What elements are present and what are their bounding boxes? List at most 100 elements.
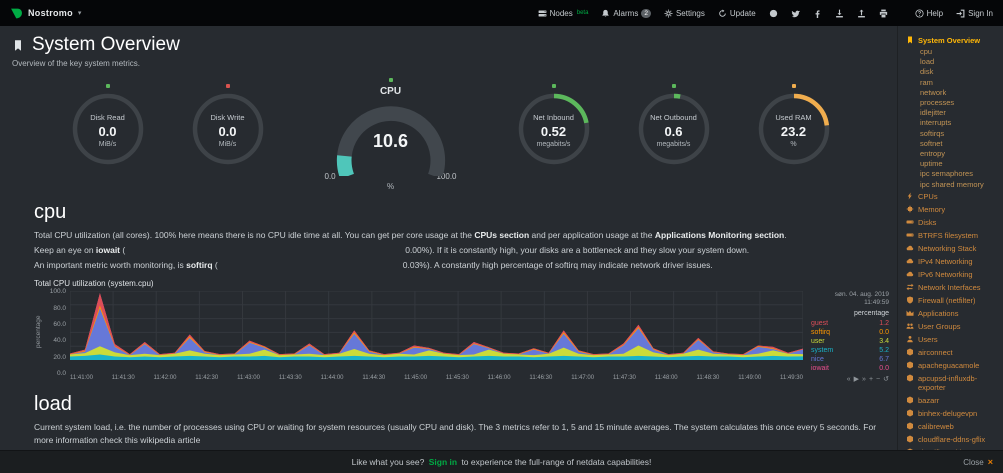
caret-down-icon: ▾ <box>77 10 82 17</box>
header-help-button[interactable]: Help <box>915 9 943 18</box>
sidebar-item-apacheguacamole[interactable]: apacheguacamole <box>906 359 999 372</box>
sidebar-item-calibreweb[interactable]: calibreweb <box>906 420 999 433</box>
chart-title: Total CPU utilization (system.cpu) <box>34 279 154 289</box>
page-subtitle: Overview of the key system metrics. <box>12 59 141 68</box>
plot-area[interactable] <box>70 291 803 361</box>
sidebar-label: apacheguacamole <box>918 360 980 370</box>
sidebar-item-disk[interactable]: disk <box>920 67 934 77</box>
sidebar-item-ipc-shared-memory[interactable]: ipc shared memory <box>920 179 984 189</box>
legend-item-guest[interactable]: guest 1.2 <box>811 319 889 328</box>
sidebar-item-ipv6-networking[interactable]: IPv6 Networking <box>906 268 999 281</box>
seek-backward-icon[interactable]: « <box>846 375 851 383</box>
header-update-button[interactable]: Update <box>718 9 756 18</box>
sidebar-label: CPUs <box>918 191 938 201</box>
gauge-used-ram[interactable]: Used RAM 23.2% <box>752 84 836 166</box>
gauge-disk-read[interactable]: Disk Read 0.0 MiB/s <box>66 84 150 166</box>
header-import-button[interactable] <box>835 9 844 18</box>
x-axis-tick: 11:42:00 <box>153 375 177 382</box>
legend-item-softirq[interactable]: softirq 0.0 <box>811 328 889 337</box>
header-signin-button[interactable]: Sign In <box>956 9 993 18</box>
sidebar-item-load[interactable]: load <box>920 57 935 67</box>
sidebar-item-ram[interactable]: ram <box>920 77 933 87</box>
sidebar-item-ipc-semaphores[interactable]: ipc semaphores <box>920 169 973 179</box>
x-axis-tick: 11:47:30 <box>612 375 636 382</box>
reset-zoom-icon[interactable]: ↺ <box>883 376 889 384</box>
sidebar-label: Memory <box>918 204 946 214</box>
cpu-description-2: Keep an eye on iowait (0.00%). If it is … <box>34 244 889 257</box>
gauge-net-outbound[interactable]: Net Outbound 0.6 megabits/s <box>632 84 716 166</box>
sidebar-item-softirqs[interactable]: softirqs <box>920 128 945 138</box>
gauge-units: MiB/s <box>218 140 237 148</box>
zoom-in-icon[interactable]: + <box>868 375 874 383</box>
x-axis-tick: 11:49:30 <box>780 375 803 382</box>
sidebar-item-network[interactable]: network <box>920 87 947 97</box>
sidebar-item-cpu[interactable]: cpu <box>920 47 933 56</box>
sidebar-item-softnet[interactable]: softnet <box>920 138 943 148</box>
sidebar-item-entropy[interactable]: entropy <box>920 149 946 159</box>
gauge-min: 0.0 <box>324 172 336 181</box>
cube-icon <box>907 435 913 443</box>
sidebar-item-cloudflare-ddns-gflix[interactable]: cloudflare-ddns-gflix <box>906 433 999 446</box>
cube-icon <box>907 396 913 404</box>
sidebar-item-cpus[interactable]: CPUs <box>906 190 999 203</box>
x-axis-tick: 11:46:00 <box>487 375 511 382</box>
bolt-icon <box>907 192 912 200</box>
sidebar-item-airconnect[interactable]: airconnect <box>906 346 999 359</box>
inline-link[interactable]: this wikipedia article <box>124 435 201 445</box>
header-help-label: Help <box>926 8 944 18</box>
header-github-button[interactable] <box>769 9 778 18</box>
legend-item-nice[interactable]: nice 6.7 <box>811 355 889 364</box>
header-print-button[interactable] <box>879 9 888 18</box>
cube-icon <box>907 348 913 356</box>
legend-item-iowait[interactable]: iowait 0.0 <box>811 364 889 373</box>
header-export-button[interactable] <box>857 9 866 18</box>
sidebar-item-btrfs-filesystem[interactable]: BTRFS filesystem <box>906 229 999 242</box>
seek-forward-icon[interactable]: » <box>862 375 866 383</box>
sidebar-item-disks[interactable]: Disks <box>906 216 999 229</box>
sidebar-item-apcupsd-influxdb-exporter[interactable]: apcupsd-influxdb-exporter <box>906 372 999 394</box>
close-icon: × <box>987 457 993 467</box>
gauge-net-inbound[interactable]: Net Inbound 0.52 megabits/s <box>512 84 596 166</box>
header-settings-label: Settings <box>675 8 705 18</box>
download-icon <box>835 9 843 17</box>
y-axis-tick: 60.0 <box>53 321 66 329</box>
header-facebook-button[interactable] <box>813 9 822 18</box>
sidebar-item-networking-stack[interactable]: Networking Stack <box>906 242 999 255</box>
gauge-disk-write[interactable]: Disk Write 0.0 MiB/s <box>186 84 270 166</box>
legend-item-system[interactable]: system 5.2 <box>811 346 889 355</box>
sidebar-item-binhex-delugevpn[interactable]: binhex-delugevpn <box>906 407 999 420</box>
play-icon[interactable]: ▶ <box>853 376 860 384</box>
gauge-cpu[interactable]: CPU 10.6 0.0 100.0% <box>306 78 476 191</box>
zoom-out-icon[interactable]: − <box>876 375 881 383</box>
sidebar-item-uptime[interactable]: uptime <box>920 159 943 169</box>
sidebar-item-interrupts[interactable]: interrupts <box>920 118 952 128</box>
sidebar-item-users[interactable]: Users <box>906 333 999 346</box>
sidebar-item-idlejitter[interactable]: idlejitter <box>920 108 946 118</box>
sidebar-item-memory[interactable]: Memory <box>906 203 999 216</box>
sidebar-label: Applications <box>918 308 959 318</box>
sidebar-item-ipv4-networking[interactable]: IPv4 Networking <box>906 255 999 268</box>
sidebar-label: IPv4 Networking <box>918 256 973 266</box>
sidebar-item-cloudflare-ddns-tr[interactable]: cloudflare-ddns-tr <box>906 446 999 450</box>
sidebar-label: Disks <box>918 217 937 227</box>
sidebar-item-bazarr[interactable]: bazarr <box>906 394 999 407</box>
sidebar-item-system-overview[interactable]: System Overview <box>906 34 999 47</box>
sidebar-item-processes[interactable]: processes <box>920 98 955 108</box>
header-nodes-button[interactable]: Nodes beta <box>538 9 588 18</box>
sidebar-item-firewall-netfilter[interactable]: Firewall (netfilter) <box>906 294 999 307</box>
y-axis-tick: 20.0 <box>53 353 66 361</box>
legend-name: system <box>811 347 834 355</box>
close-banner-button[interactable]: Close × <box>963 457 993 467</box>
signin-link[interactable]: Sign in <box>428 457 458 467</box>
header-twitter-button[interactable] <box>791 9 800 18</box>
header-alarms-button[interactable]: Alarms 2 <box>601 8 651 18</box>
sidebar-item-applications[interactable]: Applications <box>906 307 999 320</box>
header-settings-button[interactable]: Settings <box>664 9 705 18</box>
sidebar-item-network-interfaces[interactable]: Network Interfaces <box>906 281 999 294</box>
gauge-max: 100.0 <box>436 172 457 181</box>
banner-message: Like what you see? Sign in to experience… <box>352 457 652 467</box>
sidebar-item-user-groups[interactable]: User Groups <box>906 320 999 333</box>
node-selector[interactable]: Nostromo ▾ <box>10 7 81 20</box>
legend-item-user[interactable]: user 3.4 <box>811 337 889 346</box>
gauge-title: Used RAM <box>775 112 812 122</box>
